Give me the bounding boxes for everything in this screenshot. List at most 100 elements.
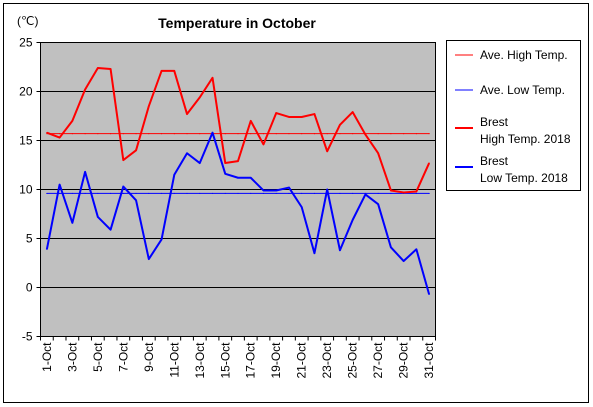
data-point <box>173 70 175 72</box>
data-point <box>160 238 163 241</box>
data-point <box>46 248 48 250</box>
y-axis-ticks: 25 20 15 10 5 0 -5 <box>19 36 41 344</box>
data-point <box>390 133 392 135</box>
data-point <box>326 188 328 191</box>
data-point <box>122 133 124 135</box>
data-point <box>46 132 48 134</box>
data-point <box>352 111 354 113</box>
legend-label: Brest <box>480 154 509 168</box>
x-tick-label: 19-Oct <box>269 342 283 379</box>
data-point <box>262 192 265 195</box>
data-point <box>390 192 392 195</box>
data-point <box>186 133 188 135</box>
x-tick-label: 21-Oct <box>295 342 309 379</box>
data-point <box>211 77 214 79</box>
data-point <box>173 133 175 135</box>
data-point <box>288 186 290 189</box>
legend-label: Ave. High Temp. <box>480 48 568 62</box>
data-point <box>377 152 379 154</box>
data-point <box>288 133 290 135</box>
y-tick-label: 10 <box>19 183 33 197</box>
data-point <box>186 152 188 154</box>
data-point <box>135 199 137 201</box>
data-point <box>160 192 163 195</box>
data-point <box>352 133 354 135</box>
data-point <box>199 96 201 98</box>
data-point <box>377 133 379 135</box>
data-point <box>199 162 201 164</box>
unit-label: (℃) <box>17 14 38 28</box>
x-tick-label: 5-Oct <box>91 342 105 372</box>
data-point <box>224 173 226 175</box>
data-point <box>339 192 341 195</box>
data-point <box>160 133 163 135</box>
x-tick-label: 7-Oct <box>116 342 130 372</box>
x-tick-label: 31-Oct <box>422 342 436 379</box>
data-point <box>377 192 379 195</box>
data-point <box>71 120 73 122</box>
legend-box <box>446 40 581 191</box>
data-point <box>148 105 150 107</box>
data-point <box>199 192 201 195</box>
data-point <box>173 174 175 176</box>
legend-label: Brest <box>480 115 509 129</box>
y-tick-label: 5 <box>26 232 33 246</box>
legend: Ave. High Temp. Ave. Low Temp. Brest High T… <box>455 48 571 185</box>
x-tick-label: 9-Oct <box>142 342 156 372</box>
legend-label-line2: Low Temp. 2018 <box>480 171 568 185</box>
data-point <box>135 133 137 135</box>
data-point <box>211 132 214 134</box>
data-point <box>275 189 277 192</box>
data-point <box>109 133 112 135</box>
data-point <box>339 249 341 251</box>
legend-label-line2: High Temp. 2018 <box>480 132 571 146</box>
data-point <box>237 160 239 162</box>
data-point <box>148 192 150 195</box>
data-point <box>301 206 303 208</box>
data-point <box>122 192 124 195</box>
data-point <box>313 192 316 195</box>
data-point <box>403 133 405 135</box>
data-point <box>59 136 61 139</box>
data-point <box>148 258 150 260</box>
x-tick-label: 27-Oct <box>371 342 385 379</box>
data-point <box>173 192 175 195</box>
data-point <box>84 192 86 195</box>
data-point <box>326 150 328 152</box>
data-point <box>364 134 367 136</box>
data-point <box>237 192 239 195</box>
data-point <box>59 192 61 195</box>
data-point <box>211 192 214 195</box>
data-point <box>122 159 124 161</box>
data-point <box>237 177 239 179</box>
data-point <box>250 120 252 122</box>
data-point <box>71 133 73 135</box>
y-tick-label: 20 <box>19 85 33 99</box>
data-point <box>390 189 392 192</box>
data-point <box>109 68 112 70</box>
data-point <box>224 133 226 135</box>
gridlines <box>40 91 436 288</box>
data-point <box>364 193 367 195</box>
data-point <box>301 116 303 118</box>
data-point <box>186 113 188 115</box>
data-point <box>301 192 303 195</box>
data-point <box>326 133 328 135</box>
data-point <box>262 189 265 192</box>
data-point <box>84 133 86 135</box>
data-point <box>415 248 417 250</box>
y-tick-label: 25 <box>19 36 33 50</box>
data-point <box>301 133 303 135</box>
y-tick-label: -5 <box>22 330 33 344</box>
x-tick-label: 17-Oct <box>244 342 258 379</box>
data-point <box>288 192 290 195</box>
data-point <box>250 177 252 179</box>
data-point <box>339 124 341 126</box>
data-point <box>224 192 226 195</box>
y-tick-label: 0 <box>26 281 33 295</box>
data-point <box>97 133 99 135</box>
data-point <box>135 192 137 195</box>
data-point <box>135 149 137 151</box>
data-point <box>262 133 265 135</box>
